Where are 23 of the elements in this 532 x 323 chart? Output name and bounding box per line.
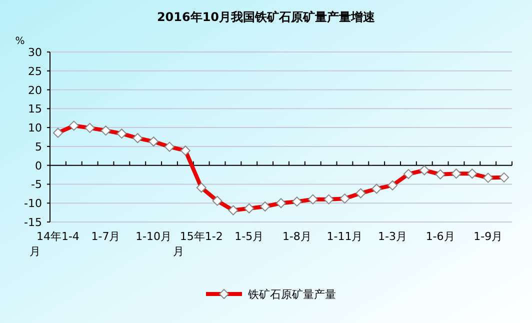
y-tick-label: -10 bbox=[24, 197, 42, 210]
y-tick-label: -5 bbox=[31, 178, 42, 192]
y-tick-label: 5 bbox=[35, 140, 42, 154]
x-tick-label: 15年1-2月 bbox=[172, 230, 223, 258]
y-tick-label: 0 bbox=[35, 159, 42, 172]
chart-title: 2016年10月我国铁矿石原矿量产量增速 bbox=[156, 10, 376, 24]
x-tick-label: 14年1-4月 bbox=[29, 230, 80, 258]
y-tick-label: 15 bbox=[28, 102, 42, 116]
y-tick-label: 30 bbox=[28, 46, 42, 59]
y-tick-label: 25 bbox=[28, 64, 42, 78]
y-tick-label: 20 bbox=[28, 84, 42, 97]
x-tick-label: 1-5月 bbox=[234, 230, 264, 243]
y-axis-title: % bbox=[15, 36, 25, 47]
x-tick-label: 1-11月 bbox=[326, 230, 363, 243]
y-tick-label: -15 bbox=[24, 216, 42, 229]
x-tick-label: 1-10月 bbox=[136, 230, 172, 243]
x-tick-label: 1-7月 bbox=[91, 230, 120, 243]
legend-label: 铁矿石原矿量产量 bbox=[247, 288, 336, 301]
x-tick-label: 1-3月 bbox=[378, 230, 407, 243]
y-tick-label: 10 bbox=[28, 122, 42, 135]
x-tick-label: 1-8月 bbox=[282, 230, 312, 243]
x-tick-label: 1-9月 bbox=[474, 230, 503, 243]
x-tick-label: 1-6月 bbox=[426, 230, 455, 243]
